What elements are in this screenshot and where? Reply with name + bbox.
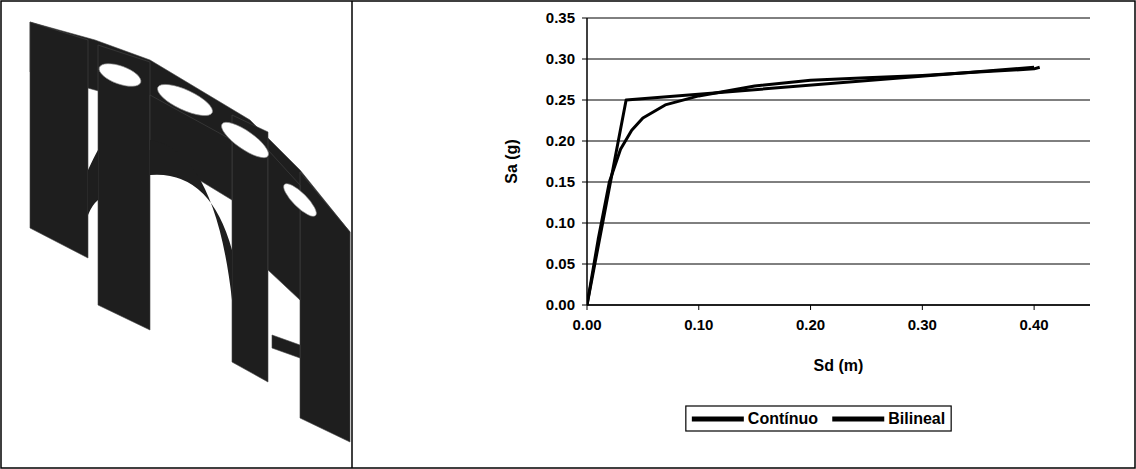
model-part [98,45,150,330]
model-arch [88,150,98,215]
model-opening [96,59,144,91]
y-tick-label: 0.35 [546,9,575,26]
y-axis [586,18,588,305]
y-tick-label: 0.25 [546,91,575,108]
y-tick-label: 0.00 [546,296,575,313]
model-opening [154,78,217,121]
series-line [587,67,1034,305]
model-opening [217,117,273,164]
grid-line [587,59,1090,60]
y-tick-label: 0.30 [546,50,575,67]
x-tick-label: 0.20 [796,316,825,333]
grid-line [587,305,1090,306]
model-part [272,335,300,358]
y-tick-label: 0.10 [546,214,575,231]
grid-line [587,223,1090,224]
figure-frame [1,1,1135,468]
y-tick-label: 0.15 [546,173,575,190]
x-tick-label: 0.30 [908,316,937,333]
figure: 0.00 0.05 0.10 0.15 0.20 0.25 0.30 0.35 0.00 0.10… [0,0,1136,469]
grid-line [587,18,1090,19]
grid-line [587,100,1090,101]
legend-label: Bilineal [888,410,945,427]
y-tick-label: 0.05 [546,255,575,272]
model-arch [150,140,232,300]
grid-line [587,141,1090,142]
legend-swatch [832,417,884,422]
x-tick-label: 0.00 [572,316,601,333]
legend-box [686,406,951,431]
x-axis [587,304,1090,306]
legend-label: Contínuo [748,410,818,427]
legend-swatch [692,417,744,422]
panel-divider [351,1,353,468]
grid-line [587,182,1090,183]
series-line [587,67,1040,305]
model-opening [279,179,320,220]
x-axis-title: Sd (m) [814,357,864,374]
y-axis-title: Sa (g) [503,139,520,183]
x-tick-label: 0.40 [1020,316,1049,333]
x-tick-label: 0.10 [684,316,713,333]
legend: Contínuo Bilineal [686,406,951,431]
y-tick-label: 0.20 [546,132,575,149]
structure-model [30,22,350,442]
model-part [268,150,300,300]
model-part [30,22,88,258]
grid-line [587,264,1090,265]
series-group [587,67,1040,305]
